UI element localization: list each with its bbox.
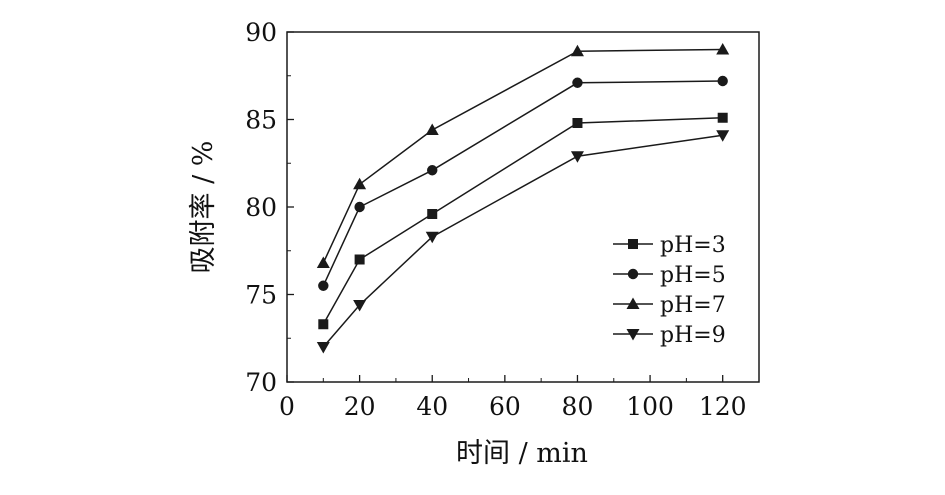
data-point xyxy=(572,77,583,88)
data-point xyxy=(425,123,439,135)
legend-entry: pH=5 xyxy=(613,263,726,288)
legend-marker xyxy=(627,268,639,280)
data-point xyxy=(716,130,730,142)
legend-marker xyxy=(628,239,638,249)
legend-entry: pH=9 xyxy=(613,323,726,348)
x-tick-label: 120 xyxy=(699,392,747,421)
data-point xyxy=(353,300,367,312)
data-point xyxy=(316,342,330,354)
data-point xyxy=(354,254,365,265)
data-point xyxy=(427,209,438,219)
data-point xyxy=(318,319,329,330)
x-tick-label: 20 xyxy=(344,392,376,421)
legend-label: pH=3 xyxy=(660,233,726,258)
legend-entry: pH=3 xyxy=(613,233,726,258)
data-point xyxy=(717,112,728,123)
y-tick-label: 85 xyxy=(245,106,277,135)
legend-marker xyxy=(626,297,640,309)
legend-marker xyxy=(626,329,640,341)
data-point xyxy=(572,118,583,128)
y-tick-label: 90 xyxy=(245,18,277,47)
series-ph-9 xyxy=(316,130,730,354)
data-point xyxy=(353,177,367,190)
y-axis-title: 吸附率 / % xyxy=(188,141,219,274)
data-point xyxy=(318,280,329,291)
x-tick-label: 0 xyxy=(279,392,295,421)
legend-label: pH=7 xyxy=(660,293,726,318)
data-point xyxy=(717,75,728,87)
x-tick-label: 80 xyxy=(562,392,594,421)
series-ph-3 xyxy=(318,112,728,330)
x-tick-label: 60 xyxy=(489,392,521,421)
data-point xyxy=(427,165,438,176)
legend-label: pH=5 xyxy=(660,263,726,288)
x-tick-label: 100 xyxy=(626,392,674,421)
data-point xyxy=(425,231,439,244)
data-point xyxy=(716,43,730,55)
data-point xyxy=(570,151,584,163)
x-axis-title: 时间 / min xyxy=(456,438,588,469)
y-tick-label: 70 xyxy=(245,368,277,397)
legend-label: pH=9 xyxy=(660,323,726,348)
y-tick-label: 80 xyxy=(245,193,277,222)
y-tick-label: 75 xyxy=(245,281,277,310)
series-ph-5 xyxy=(318,75,728,291)
data-point xyxy=(316,256,330,268)
data-point xyxy=(570,44,584,57)
series-ph-7 xyxy=(316,43,730,268)
data-point xyxy=(354,201,365,213)
x-tick-label: 40 xyxy=(416,392,448,421)
legend-entry: pH=7 xyxy=(613,293,726,318)
